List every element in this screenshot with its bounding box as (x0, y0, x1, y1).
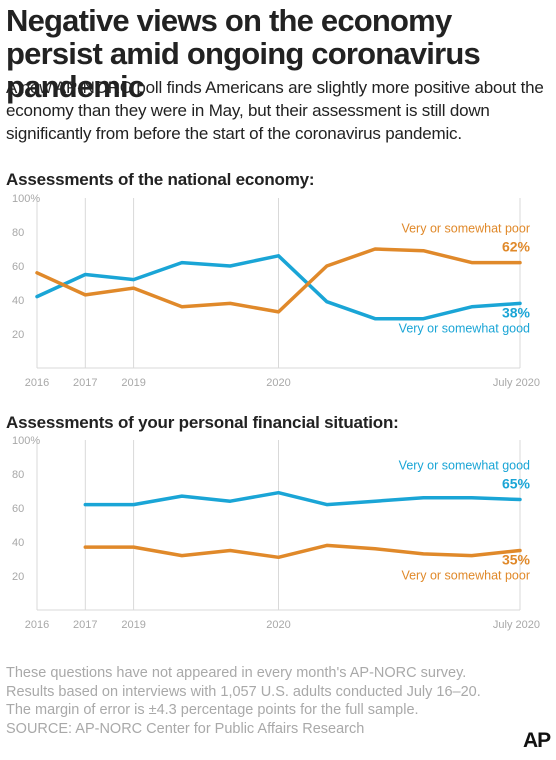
series-value-label: 35% (502, 552, 531, 568)
y-tick-label: 60 (12, 503, 24, 515)
x-tick-label: 2016 (25, 619, 49, 631)
x-tick-label: 2019 (121, 377, 145, 389)
chart2-title: Assessments of your personal financial s… (6, 413, 399, 432)
x-tick-label: 2019 (121, 619, 145, 631)
ap-logo: AP (523, 729, 551, 752)
y-tick-label: 100% (12, 435, 40, 447)
x-tick-label: 2016 (25, 377, 49, 389)
series-line-poor (35, 247, 522, 314)
footer-source: SOURCE: AP-NORC Center for Public Affair… (6, 720, 365, 737)
national-economy-chart: 100% 80 60 40 20 2016 2017 2019 2020 July 2020 38%… (12, 193, 540, 389)
series-name-label: Very or somewhat poor (401, 222, 530, 236)
intro-text: A new AP-NORC poll finds Americans are s… (6, 78, 544, 143)
x-tick-label: 2020 (266, 377, 290, 389)
y-tick-label: 20 (12, 571, 24, 583)
footer-note-3: The margin of error is ±4.3 percentage p… (6, 702, 419, 718)
y-tick-label: 80 (12, 469, 24, 481)
footer-note-2: Results based on interviews with 1,057 U… (6, 683, 481, 700)
footer-note-1: These questions have not appeared in eve… (6, 665, 467, 681)
series-name-label: Very or somewhat good (399, 459, 530, 473)
y-tick-label: 40 (12, 295, 24, 307)
series-name-label: Very or somewhat good (399, 321, 530, 335)
y-tick-label: 40 (12, 537, 24, 549)
headline: Negative views on the economy persist am… (6, 3, 481, 104)
series-line-poor (83, 543, 522, 560)
series-value-label: 38% (502, 304, 531, 320)
series-name-label: Very or somewhat poor (401, 569, 530, 583)
series-value-label: 65% (502, 476, 531, 492)
personal-finance-chart: 100% 80 60 40 20 2016 2017 2019 2020 July 2020 65%… (12, 435, 540, 631)
y-tick-label: 60 (12, 261, 24, 273)
series-value-label: 62% (502, 239, 531, 255)
series-line-good (35, 254, 522, 321)
x-tick-label: 2017 (73, 619, 97, 631)
series-line-good (83, 490, 522, 507)
x-tick-label: July 2020 (493, 377, 540, 389)
x-tick-label: 2017 (73, 377, 97, 389)
chart1-title: Assessments of the national economy: (6, 170, 315, 189)
x-tick-label: July 2020 (493, 619, 540, 631)
y-tick-label: 80 (12, 227, 24, 239)
y-tick-label: 20 (12, 329, 24, 341)
y-tick-label: 100% (12, 193, 40, 205)
footer-notes: These questions have not appeared in eve… (6, 664, 506, 738)
x-tick-label: 2020 (266, 619, 290, 631)
